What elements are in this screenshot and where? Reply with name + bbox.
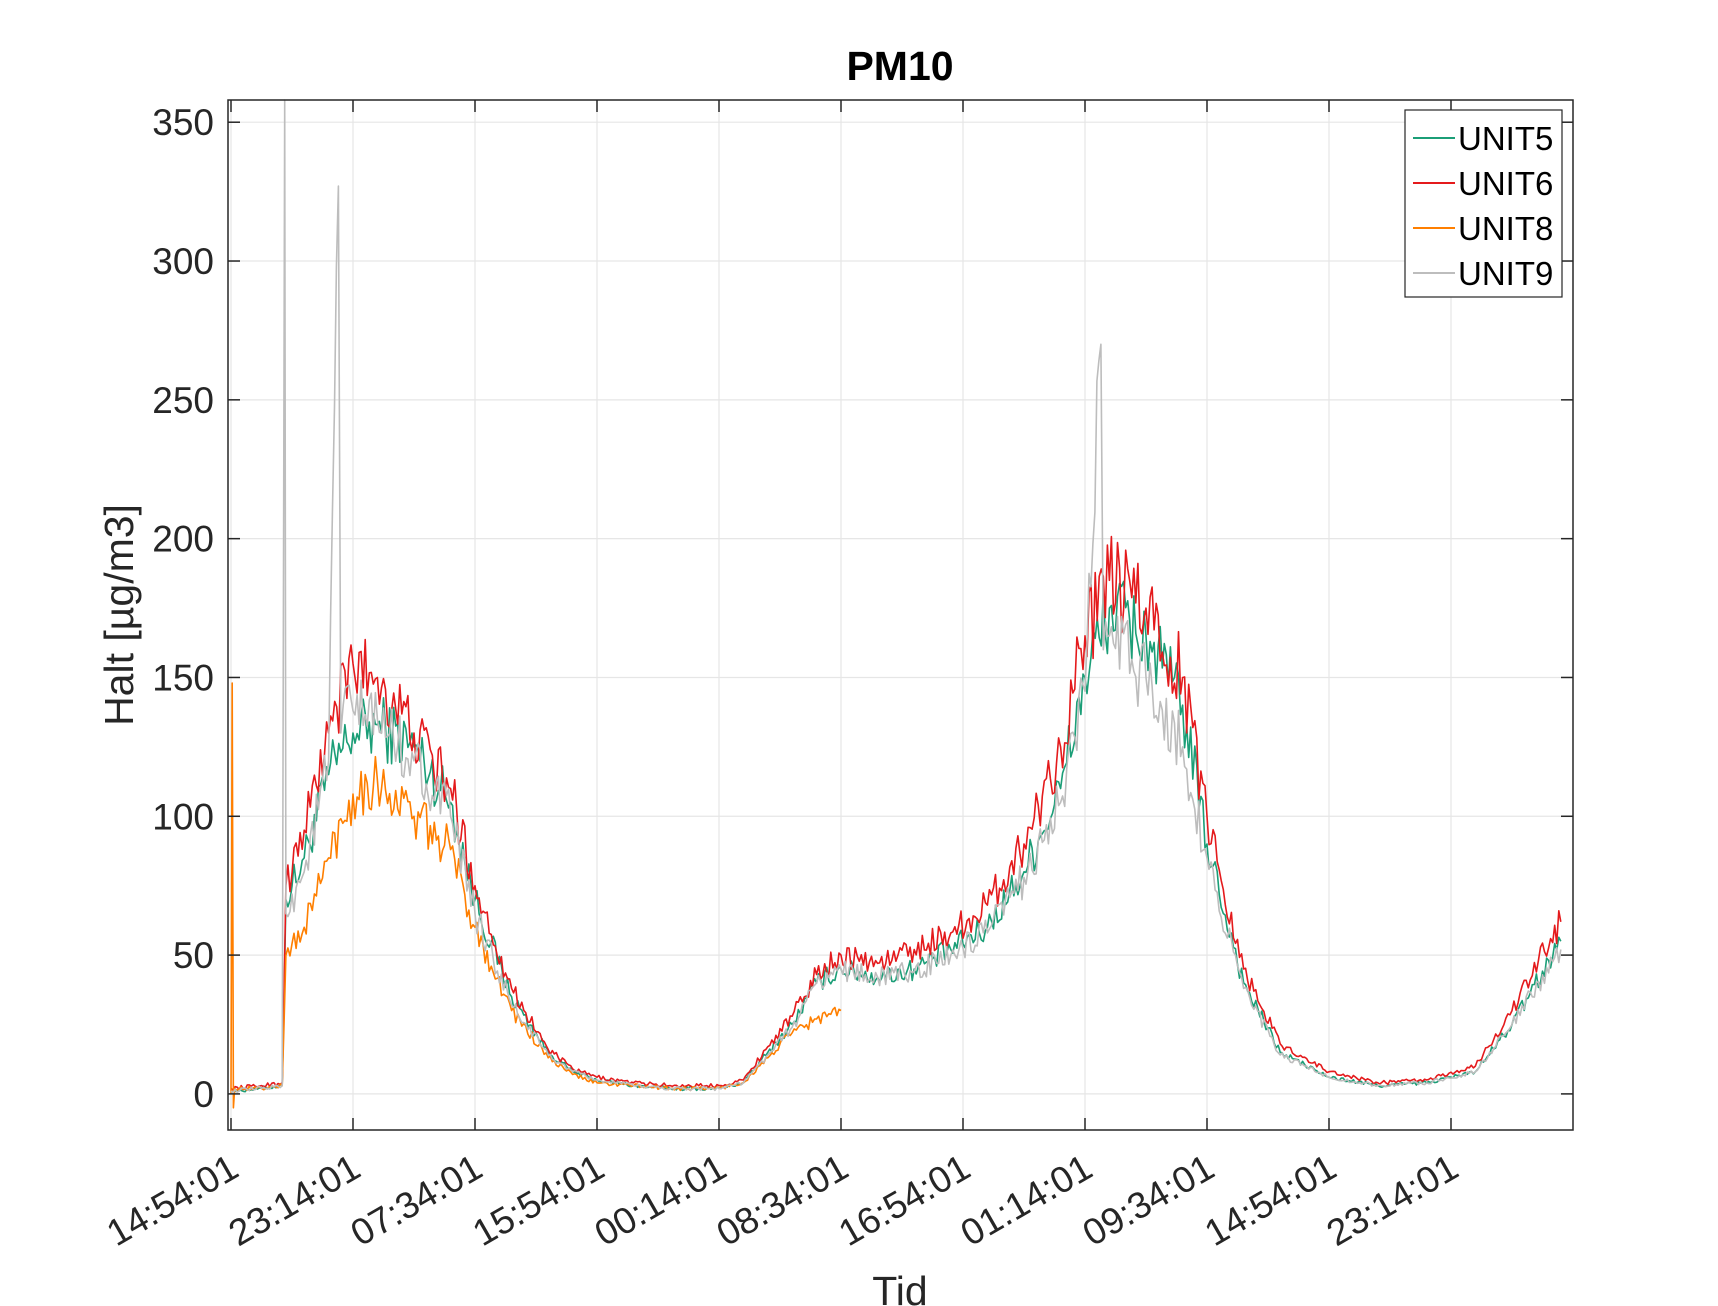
x-axis-label: Tid <box>872 1268 927 1306</box>
axes-frame <box>227 99 1574 1131</box>
legend-box <box>1404 109 1563 298</box>
y-tick-label: 0 <box>193 1074 214 1115</box>
legend-label-unit8: UNIT8 <box>1458 210 1553 247</box>
series-line-unit8 <box>230 682 842 1109</box>
y-axis-ticks: 0 50 100 150 200 250 300 350 <box>152 102 1573 1115</box>
legend-label-unit9: UNIT9 <box>1458 255 1553 292</box>
series-layer <box>230 99 1562 1109</box>
grid-lines <box>228 100 1573 1130</box>
y-tick-label: 350 <box>152 102 214 143</box>
y-tick-label: 150 <box>152 657 214 698</box>
y-tick-label: 50 <box>173 935 214 976</box>
series-line-unit9 <box>230 99 1562 1094</box>
y-axis-label: Halt [µg/m3] <box>96 504 142 726</box>
y-tick-label: 300 <box>152 241 214 282</box>
series-line-unit6 <box>230 535 1562 1091</box>
y-tick-label: 200 <box>152 519 214 560</box>
legend: UNIT5 UNIT6 UNIT8 UNIT9 <box>1404 109 1563 298</box>
legend-label-unit6: UNIT6 <box>1458 165 1553 202</box>
y-tick-label: 100 <box>152 796 214 837</box>
chart-title: PM10 <box>846 43 953 89</box>
axes-background <box>228 100 1573 1130</box>
y-tick-label: 250 <box>152 380 214 421</box>
legend-label-unit5: UNIT5 <box>1458 120 1553 157</box>
